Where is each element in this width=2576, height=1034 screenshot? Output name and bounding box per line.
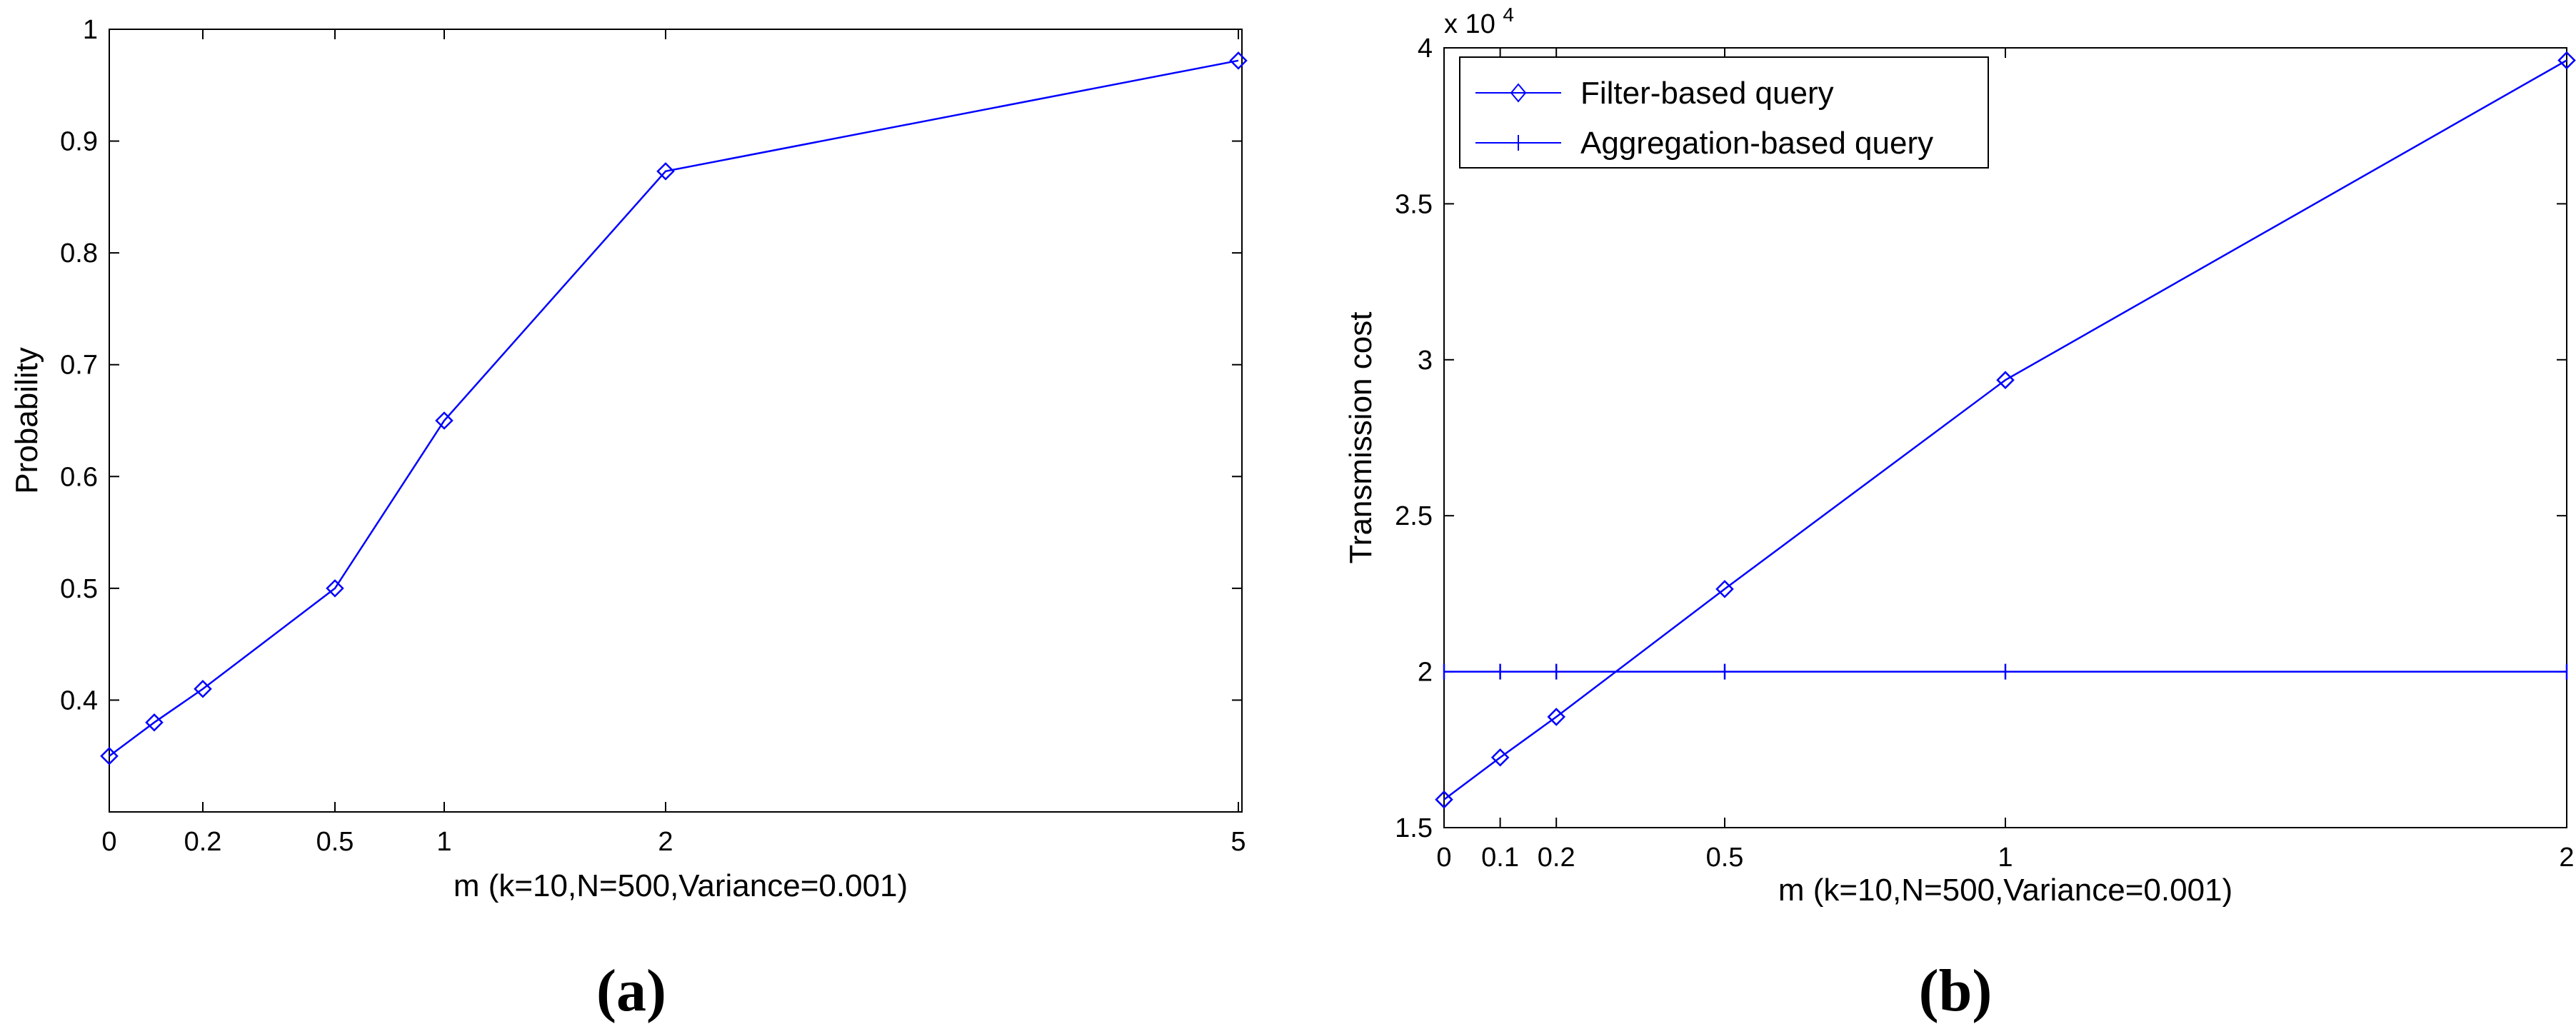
data-point-a <box>194 680 212 698</box>
data-point-a <box>435 411 453 430</box>
legend-label-filter: Filter-based query <box>1580 76 1834 111</box>
y-tick-label-a: 0.8 <box>60 239 98 268</box>
data-point-a <box>145 713 164 732</box>
data-point-b <box>2557 51 2576 70</box>
y-multiplier-label: x 10 4 <box>1444 4 1514 39</box>
legend-box <box>1459 56 1989 169</box>
data-point-b <box>1996 371 2015 389</box>
y-tick-label-a: 0.7 <box>60 351 98 381</box>
data-point-b <box>1547 708 1565 726</box>
x-tick-label-a: 0 <box>101 827 116 857</box>
x-tick-label-b: 0 <box>1436 843 1451 873</box>
x-tick-label-a: 2 <box>658 827 673 857</box>
x-tick-label-b: 2 <box>2559 843 2574 873</box>
legend-marker-diamond <box>1510 83 1527 103</box>
chart-marks-b: 0 0.1 0.2 0.5 1 2 1.5 2 2.5 3 3.5 4 <box>1395 34 2576 873</box>
y-tick-label-a: 0.6 <box>60 462 98 492</box>
y-axis-label-b: Transmission cost <box>1343 312 1378 564</box>
legend: Filter-based query Aggregation-based que… <box>1459 56 1989 169</box>
x-tick-label-b: 0.2 <box>1538 843 1575 873</box>
data-point-a <box>326 579 344 598</box>
chart-marks-a: 0 0.2 0.5 1 2 5 0.4 0.5 0.6 0.7 0.8 0.9 1 <box>60 15 1248 857</box>
data-point-a <box>100 746 119 766</box>
y-tick-label-b: 2 <box>1418 658 1433 688</box>
panel-label-a: (a) <box>596 958 666 1024</box>
y-tick-label-a: 1 <box>83 15 98 45</box>
x-tick-label-a: 1 <box>436 827 451 857</box>
x-axis-label-b: m (k=10,N=500,Variance=0.001) <box>1778 873 2232 908</box>
panel-label-b: (b) <box>1919 958 1993 1024</box>
y-tick-label-b: 3 <box>1418 346 1433 376</box>
data-point-b <box>1490 748 1510 767</box>
series-line-b-0 <box>1443 59 2567 800</box>
y-tick-label-b: 4 <box>1418 34 1433 64</box>
data-point-a <box>1229 51 1248 70</box>
x-tick-label-a: 0.5 <box>316 827 354 857</box>
y-tick-label-a: 0.5 <box>60 574 98 604</box>
x-tick-label-a: 0.2 <box>184 827 222 857</box>
y-multiplier-base: x 10 <box>1444 9 1495 39</box>
data-point-b <box>1435 790 1453 809</box>
chart-panel-b: 0 0.1 0.2 0.5 1 2 1.5 2 2.5 3 3.5 4 x 10 4 m (k=10,… <box>1343 4 2576 1024</box>
plot-frame-a <box>109 29 1243 813</box>
data-point-a <box>656 162 675 181</box>
x-tick-label-a: 5 <box>1231 827 1246 857</box>
x-axis-label-a: m (k=10,N=500,Variance=0.001) <box>453 868 908 903</box>
x-tick-label-b: 1 <box>1998 843 2013 873</box>
y-tick-label-a: 0.4 <box>60 686 98 716</box>
y-tick-label-a: 0.9 <box>60 127 98 157</box>
y-tick-label-b: 2.5 <box>1395 501 1433 531</box>
x-tick-label-b: 0.5 <box>1706 843 1744 873</box>
y-tick-label-b: 3.5 <box>1395 189 1433 219</box>
legend-label-aggregation: Aggregation-based query <box>1580 126 1933 161</box>
chart-panel-a: 0 0.2 0.5 1 2 5 0.4 0.5 0.6 0.7 0.8 0.9 1 m (k=10,N=… <box>9 15 1248 1024</box>
y-tick-label-b: 1.5 <box>1395 813 1433 843</box>
data-point-b <box>1715 580 1734 598</box>
y-multiplier-exponent: 4 <box>1503 4 1514 26</box>
y-axis-label-a: Probability <box>9 347 44 493</box>
x-tick-label-b: 0.1 <box>1481 843 1519 873</box>
series-line-a-0 <box>109 59 1239 757</box>
